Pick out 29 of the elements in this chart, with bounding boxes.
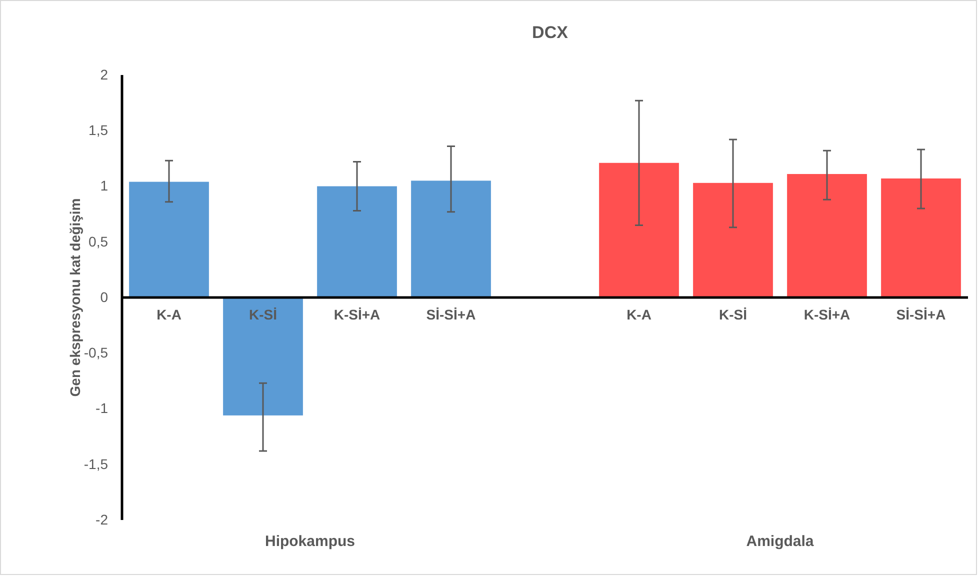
- x-tick-label: K-Sİ+A: [804, 306, 850, 322]
- bar: [317, 186, 397, 298]
- y-tick-label: -2: [96, 511, 108, 528]
- text: Amigdala: [746, 533, 814, 550]
- chart-title: DCX: [532, 23, 569, 42]
- y-tick-label: 1: [100, 178, 108, 194]
- bar: [599, 162, 679, 298]
- y-tick-label: 1,5: [88, 122, 108, 138]
- x-tick-label: K-A: [156, 306, 182, 322]
- y-axis-title: Gen ekspresyonu kat değişim: [67, 198, 83, 397]
- bar: [693, 182, 773, 298]
- bar: [787, 174, 867, 298]
- x-tick-label: K-Sİ: [249, 306, 277, 322]
- y-tick-label: -0,5: [84, 344, 108, 361]
- text: Hipokampus: [264, 533, 356, 550]
- y-tick-label: 0: [100, 288, 108, 305]
- x-tick-label: K-A: [626, 306, 652, 322]
- y-tick-label: 2: [100, 66, 108, 82]
- x-tick-label: Sİ-Sİ+A: [896, 306, 946, 322]
- bar: [129, 182, 209, 298]
- bar: [881, 178, 961, 298]
- y-tick-label: -1: [96, 400, 108, 416]
- bar: [223, 298, 303, 416]
- y-tick-label: 0,5: [88, 233, 108, 250]
- x-tick-label: K-Sİ+A: [334, 306, 380, 322]
- x-tick-label: Sİ-Sİ+A: [426, 306, 476, 322]
- x-tick-label: K-Sİ: [719, 306, 747, 322]
- bar: [411, 180, 491, 298]
- y-tick-label: -1,5: [84, 456, 108, 472]
